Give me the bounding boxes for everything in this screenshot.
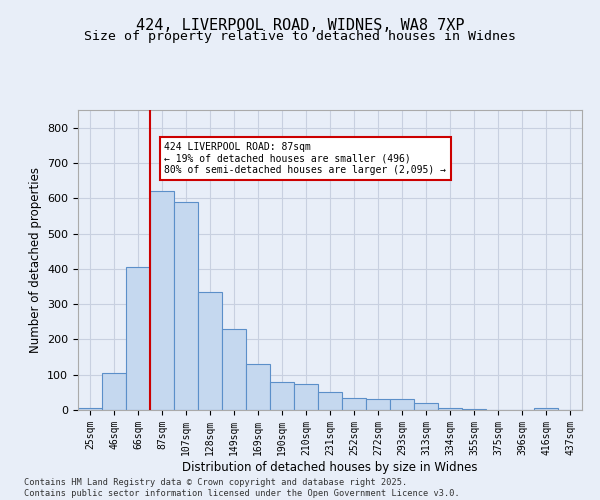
Bar [174, 202, 198, 410]
Bar [318, 392, 342, 410]
Bar [246, 364, 270, 410]
X-axis label: Distribution of detached houses by size in Widnes: Distribution of detached houses by size … [182, 460, 478, 473]
Bar [438, 408, 462, 410]
Text: 424, LIVERPOOL ROAD, WIDNES, WA8 7XP: 424, LIVERPOOL ROAD, WIDNES, WA8 7XP [136, 18, 464, 32]
Bar [126, 267, 150, 410]
Bar [222, 329, 246, 410]
Bar [102, 373, 126, 410]
Bar [534, 408, 558, 410]
Text: Size of property relative to detached houses in Widnes: Size of property relative to detached ho… [84, 30, 516, 43]
Bar [78, 408, 102, 410]
Y-axis label: Number of detached properties: Number of detached properties [29, 167, 41, 353]
Text: 424 LIVERPOOL ROAD: 87sqm
← 19% of detached houses are smaller (496)
80% of semi: 424 LIVERPOOL ROAD: 87sqm ← 19% of detac… [164, 142, 446, 175]
Bar [366, 400, 390, 410]
Bar [342, 398, 366, 410]
Bar [198, 292, 222, 410]
Bar [390, 400, 414, 410]
Text: Contains HM Land Registry data © Crown copyright and database right 2025.
Contai: Contains HM Land Registry data © Crown c… [24, 478, 460, 498]
Bar [294, 384, 318, 410]
Bar [150, 191, 174, 410]
Bar [414, 403, 438, 410]
Bar [270, 382, 294, 410]
